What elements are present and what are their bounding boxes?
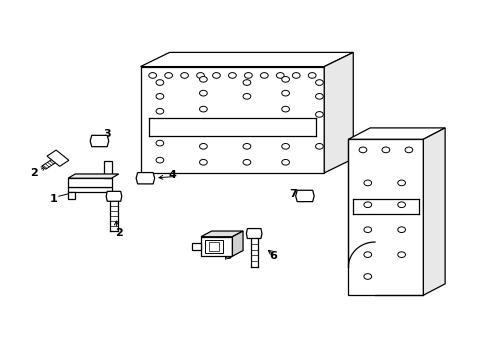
Circle shape [250,231,257,236]
Text: 2: 2 [30,168,38,178]
Circle shape [212,73,220,78]
Polygon shape [140,53,352,67]
Circle shape [292,73,300,78]
Circle shape [363,202,371,208]
Circle shape [110,194,117,199]
Circle shape [260,73,267,78]
Circle shape [156,108,163,114]
Circle shape [243,159,250,165]
Circle shape [397,252,405,257]
Polygon shape [90,135,108,147]
Circle shape [281,144,289,149]
Circle shape [281,90,289,96]
Polygon shape [136,172,154,184]
Circle shape [315,112,323,117]
Polygon shape [204,239,223,253]
Text: 7: 7 [288,189,296,199]
Circle shape [404,147,412,153]
Circle shape [164,73,172,78]
Circle shape [199,159,207,165]
Circle shape [281,77,289,82]
Polygon shape [42,156,61,169]
Polygon shape [201,237,232,256]
Circle shape [156,140,163,146]
Circle shape [301,193,308,199]
Circle shape [397,180,405,186]
Polygon shape [192,243,201,250]
Circle shape [243,80,250,85]
Circle shape [243,94,250,99]
Polygon shape [208,242,219,251]
Circle shape [281,159,289,165]
Polygon shape [324,53,352,173]
Circle shape [199,77,207,82]
Text: 3: 3 [102,129,110,139]
Circle shape [196,73,204,78]
Circle shape [363,274,371,279]
Circle shape [315,80,323,85]
Circle shape [141,175,149,181]
Text: 1: 1 [50,194,57,204]
Circle shape [156,80,163,85]
Circle shape [315,144,323,149]
Circle shape [244,73,252,78]
Circle shape [397,202,405,208]
Circle shape [180,73,188,78]
Text: 2: 2 [115,228,122,238]
Circle shape [148,73,156,78]
Text: 4: 4 [168,170,176,180]
Circle shape [228,73,236,78]
Circle shape [381,147,389,153]
Polygon shape [348,139,423,295]
Circle shape [95,138,103,144]
Circle shape [358,147,366,153]
Polygon shape [295,190,314,202]
Polygon shape [201,231,243,237]
Polygon shape [106,192,122,201]
Circle shape [281,106,289,112]
Text: 5: 5 [224,251,231,261]
Circle shape [156,157,163,163]
Circle shape [308,73,315,78]
Circle shape [156,94,163,99]
Polygon shape [68,192,75,199]
Circle shape [243,144,250,149]
Polygon shape [232,231,243,256]
Polygon shape [348,128,444,139]
Circle shape [276,73,284,78]
Polygon shape [68,188,111,192]
Polygon shape [68,174,119,178]
Polygon shape [47,150,69,166]
Polygon shape [423,128,444,295]
Polygon shape [104,161,111,178]
Circle shape [397,227,405,233]
Circle shape [363,180,371,186]
Circle shape [199,90,207,96]
Polygon shape [68,178,111,188]
Text: 6: 6 [269,251,277,261]
Circle shape [199,106,207,112]
Circle shape [363,252,371,257]
Circle shape [363,227,371,233]
Circle shape [199,144,207,149]
Polygon shape [246,229,262,238]
Polygon shape [140,67,324,173]
Circle shape [315,94,323,99]
